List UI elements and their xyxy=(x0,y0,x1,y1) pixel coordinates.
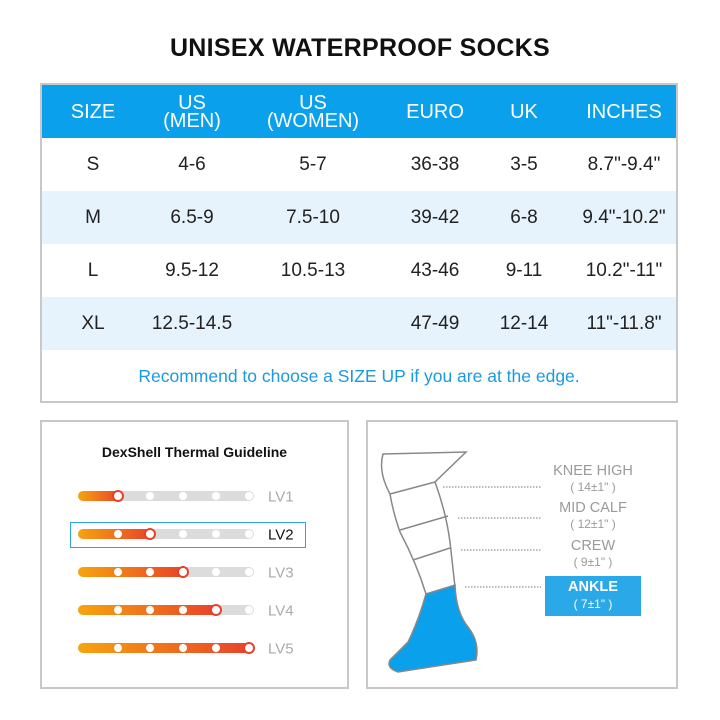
table-cell: 7.5-10 xyxy=(286,206,340,228)
level-label: LV4 xyxy=(268,602,294,620)
table-cell: 36-38 xyxy=(410,153,460,175)
thermal-dot xyxy=(146,644,154,652)
sock-height-panel: KNEE HIGH( 14±1" ) MID CALF( 12±1" ) CRE… xyxy=(366,420,678,689)
thermal-dot xyxy=(210,604,222,616)
level-label: LV2 xyxy=(268,526,294,544)
thermal-title: DexShell Thermal Guideline xyxy=(101,444,288,460)
table-row: M 6.5-9 7.5-10 39-42 6-8 9.4"-10.2" xyxy=(42,191,676,244)
table-row: XL 12.5-14.5 47-49 12-14 11"-11.8" xyxy=(42,297,676,350)
thermal-fill xyxy=(78,643,253,653)
height-name: ANKLE xyxy=(568,579,618,595)
thermal-dot xyxy=(245,492,253,500)
table-cell: 9.5-12 xyxy=(165,259,219,281)
thermal-dot xyxy=(146,492,154,500)
table-cell: 9-11 xyxy=(505,259,543,281)
thermal-dot xyxy=(146,606,154,614)
thermal-bar-lv2 xyxy=(78,528,254,540)
thermal-dot xyxy=(245,530,253,538)
table-row: S 4-6 5-7 36-38 3-5 8.7"-9.4" xyxy=(42,138,676,191)
size-up-note: Recommend to choose a SIZE UP if you are… xyxy=(138,366,580,386)
thermal-dot xyxy=(144,528,156,540)
table-cell: XL xyxy=(81,312,105,334)
thermal-dot xyxy=(245,568,253,576)
thermal-dot xyxy=(114,568,122,576)
table-cell: 4-6 xyxy=(178,153,206,175)
column-header: INCHES xyxy=(586,100,662,123)
table-cell: 9.4"-10.2" xyxy=(582,206,666,228)
thermal-dot xyxy=(114,644,122,652)
thermal-dot xyxy=(112,490,124,502)
column-header: US (WOMEN) xyxy=(266,91,360,132)
sock-ankle xyxy=(388,583,478,673)
table-cell: M xyxy=(85,206,101,228)
table-cell: 10.2"-11" xyxy=(585,259,663,281)
table-header: SIZE US (MEN) US (WOMEN) EURO UK INCHES xyxy=(42,85,676,138)
table-row: L 9.5-12 10.5-13 43-46 9-11 10.2"-11" xyxy=(42,244,676,297)
label-crew: CREW( 9±1" ) xyxy=(518,538,668,570)
table-cell: 5-7 xyxy=(299,153,327,175)
page-title: UNISEX WATERPROOF SOCKS xyxy=(169,34,551,62)
height-name: KNEE HIGH xyxy=(553,463,633,479)
column-header: US (MEN) xyxy=(163,91,221,132)
thermal-guideline-panel: DexShell Thermal Guideline LV1 LV2 LV3 LV4 L… xyxy=(40,420,349,689)
table-cell: 12-14 xyxy=(499,312,549,334)
height-name: CREW xyxy=(570,538,616,554)
height-size: ( 9±1" ) xyxy=(573,555,613,569)
selected-level-highlight xyxy=(70,522,306,548)
height-name: MID CALF xyxy=(559,500,627,516)
table-cell: 47-49 xyxy=(410,312,460,334)
label-knee-high: KNEE HIGH( 14±1" ) xyxy=(518,463,668,495)
thermal-bar-lv1 xyxy=(78,490,254,502)
table-cell: 11"-11.8" xyxy=(586,312,662,334)
label-mid-calf: MID CALF( 12±1" ) xyxy=(518,500,668,532)
thermal-fill xyxy=(78,491,122,501)
column-header: SIZE xyxy=(70,100,116,123)
size-table: SIZE US (MEN) US (WOMEN) EURO UK INCHES S 4-6 5-7 3… xyxy=(40,83,678,403)
thermal-dot xyxy=(179,606,187,614)
level-label: LV5 xyxy=(268,640,294,658)
table-cell: 43-46 xyxy=(410,259,460,281)
table-cell: 10.5-13 xyxy=(280,259,346,281)
thermal-dot xyxy=(146,568,154,576)
height-size: ( 14±1" ) xyxy=(570,480,616,494)
table-cell: L xyxy=(87,259,99,281)
height-size: ( 7±1" ) xyxy=(573,597,613,611)
thermal-dot xyxy=(179,492,187,500)
table-cell: 8.7"-9.4" xyxy=(587,153,661,175)
thermal-dot xyxy=(114,606,122,614)
table-cell: 6-8 xyxy=(510,206,538,228)
table-cell: 12.5-14.5 xyxy=(151,312,233,334)
thermal-dot xyxy=(243,642,255,654)
thermal-dot xyxy=(179,530,187,538)
thermal-dot xyxy=(114,530,122,538)
thermal-dot xyxy=(212,530,220,538)
thermal-dot xyxy=(177,566,189,578)
thermal-bar-lv5 xyxy=(78,642,255,654)
thermal-dot xyxy=(212,492,220,500)
table-cell: S xyxy=(86,153,100,175)
thermal-bar-lv4 xyxy=(78,604,254,616)
column-header: EURO xyxy=(406,100,464,123)
thermal-dot xyxy=(212,644,220,652)
level-label: LV1 xyxy=(268,488,294,506)
leg-illustration xyxy=(380,451,541,673)
table-cell: 3-5 xyxy=(510,153,538,175)
thermal-fill xyxy=(78,567,187,577)
height-size: ( 12±1" ) xyxy=(570,517,616,531)
thermal-bar-lv3 xyxy=(78,566,254,578)
table-cell: 39-42 xyxy=(410,206,460,228)
thermal-dot xyxy=(212,568,220,576)
table-cell: 6.5-9 xyxy=(170,206,214,228)
level-label: LV3 xyxy=(268,564,294,582)
thermal-dot xyxy=(179,644,187,652)
thermal-dot xyxy=(245,606,253,614)
label-ankle-selected: ANKLE ( 7±1" ) xyxy=(545,576,641,616)
column-header: UK xyxy=(510,100,538,123)
